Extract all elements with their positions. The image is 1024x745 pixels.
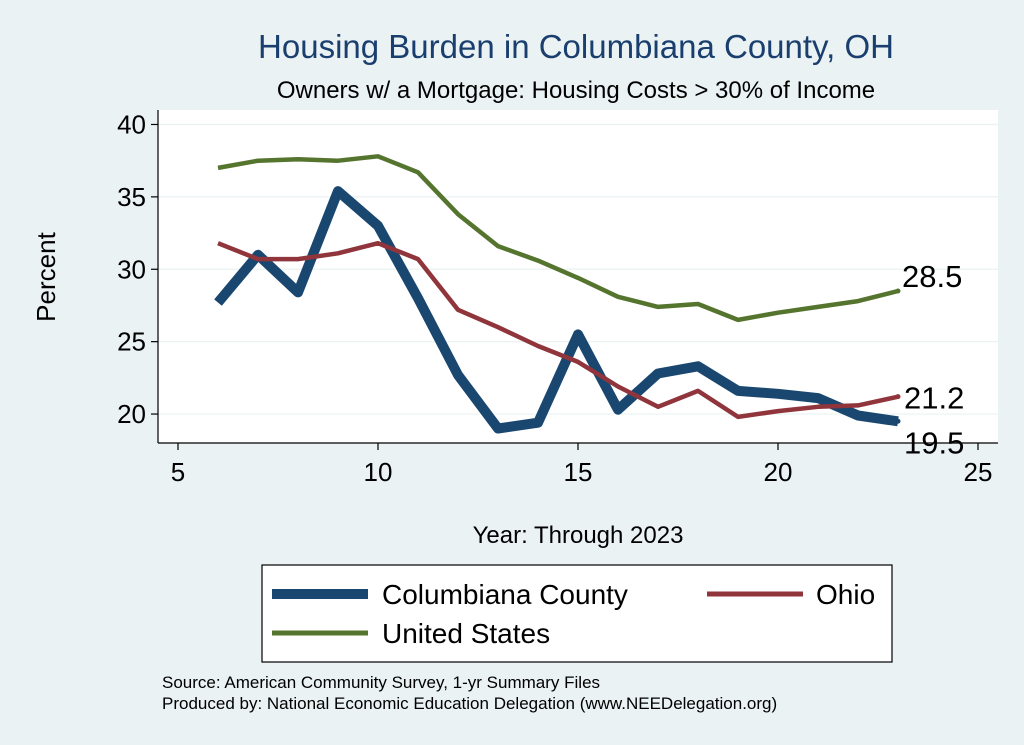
y-axis-label: Percent (31, 231, 61, 321)
legend-label-columbiana: Columbiana County (382, 579, 628, 610)
series-layer (214, 154, 899, 434)
chart-title: Housing Burden in Columbiana County, OH (258, 28, 894, 65)
x-tick-label: 15 (564, 457, 593, 487)
x-axis-ticks: 5 10 15 20 25 (171, 443, 993, 487)
end-label-united-states: 28.5 (902, 259, 962, 294)
end-labels: 19.5 21.2 28.5 (895, 259, 964, 460)
legend-box (261, 564, 893, 663)
x-tick-label: 25 (964, 457, 993, 487)
legend-label-us: United States (382, 618, 550, 649)
end-label-ohio: 21.2 (904, 381, 964, 416)
y-tick-label: 35 (117, 182, 146, 212)
y-axis-ticks: 20 25 30 35 40 (117, 109, 158, 429)
footer-produced: Produced by: National Economic Education… (162, 694, 777, 713)
x-axis-label: Year: Through 2023 (473, 522, 684, 549)
gridlines (158, 123, 998, 415)
footer-source: Source: American Community Survey, 1-yr … (162, 673, 600, 692)
end-marker-united-states (895, 288, 901, 294)
y-tick-label: 25 (117, 327, 146, 357)
y-tick-label: 30 (117, 254, 146, 284)
end-marker-columbiana-county (895, 418, 901, 424)
legend: Columbiana County Ohio United States (261, 564, 893, 663)
legend-label-ohio: Ohio (816, 579, 875, 610)
series-line-united-states (217, 154, 899, 323)
series-line-ohio (217, 240, 899, 420)
series-line-columbiana-county (214, 186, 899, 434)
y-tick-label: 40 (117, 109, 146, 139)
chart-subtitle: Owners w/ a Mortgage: Housing Costs > 30… (277, 77, 875, 104)
x-tick-label: 20 (764, 457, 793, 487)
x-tick-label: 5 (171, 457, 185, 487)
end-marker-ohio (895, 394, 901, 400)
end-label-columbiana-county: 19.5 (904, 425, 964, 460)
x-tick-label: 10 (364, 457, 393, 487)
y-tick-label: 20 (117, 399, 146, 429)
